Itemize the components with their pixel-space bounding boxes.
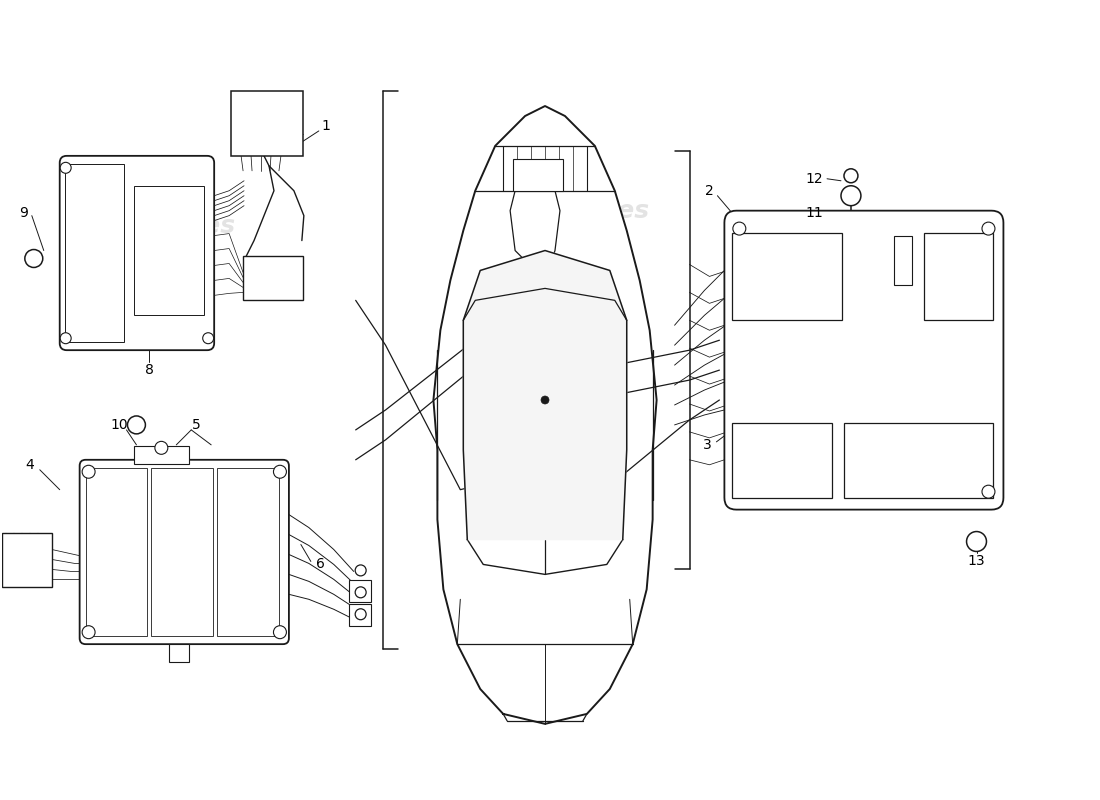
Circle shape: [982, 486, 994, 498]
Text: 12: 12: [805, 172, 823, 186]
Circle shape: [25, 250, 43, 267]
Circle shape: [733, 222, 746, 235]
Circle shape: [128, 416, 145, 434]
Bar: [169, 644, 189, 662]
Circle shape: [202, 333, 213, 344]
Circle shape: [60, 162, 72, 174]
Text: eurospares: eurospares: [491, 558, 649, 582]
FancyBboxPatch shape: [79, 460, 289, 644]
Circle shape: [967, 531, 987, 551]
Circle shape: [982, 222, 994, 235]
Text: 13: 13: [968, 554, 986, 569]
Bar: [217, 468, 279, 636]
FancyBboxPatch shape: [725, 210, 1003, 510]
Text: eurospares: eurospares: [491, 198, 649, 222]
Text: 7: 7: [969, 308, 978, 322]
Polygon shape: [463, 250, 627, 539]
Circle shape: [155, 442, 168, 454]
Bar: [134, 446, 189, 464]
Text: 1: 1: [321, 119, 330, 133]
Text: 3: 3: [703, 438, 712, 452]
Bar: [349, 580, 371, 602]
Circle shape: [355, 587, 366, 598]
Circle shape: [844, 169, 858, 182]
Text: 4: 4: [25, 458, 34, 472]
FancyBboxPatch shape: [59, 156, 215, 350]
Text: 2: 2: [705, 184, 714, 198]
Bar: [86, 468, 147, 636]
Text: 6: 6: [317, 558, 326, 571]
Bar: [924, 233, 993, 320]
Circle shape: [82, 466, 95, 478]
Text: eurospares: eurospares: [77, 214, 235, 238]
Bar: [2, 533, 52, 587]
Circle shape: [355, 565, 366, 576]
Bar: [231, 91, 302, 156]
Text: 10: 10: [111, 418, 129, 432]
Bar: [894, 235, 912, 286]
Bar: [349, 604, 371, 626]
Bar: [152, 468, 213, 636]
Bar: [733, 423, 832, 498]
Bar: [844, 423, 993, 498]
Bar: [513, 159, 563, 190]
Text: 5: 5: [191, 418, 200, 432]
Circle shape: [274, 466, 286, 478]
Bar: [243, 255, 302, 300]
Circle shape: [355, 609, 366, 620]
Text: 9: 9: [20, 206, 29, 220]
Text: 8: 8: [145, 363, 154, 377]
Circle shape: [842, 186, 861, 206]
Polygon shape: [433, 106, 657, 724]
Circle shape: [82, 626, 95, 638]
Text: eurospares: eurospares: [77, 542, 235, 566]
Text: 11: 11: [805, 206, 823, 220]
Circle shape: [541, 396, 549, 404]
Bar: [134, 186, 205, 315]
Circle shape: [60, 333, 72, 344]
Bar: [65, 164, 124, 342]
Circle shape: [274, 626, 286, 638]
Bar: [733, 233, 842, 320]
